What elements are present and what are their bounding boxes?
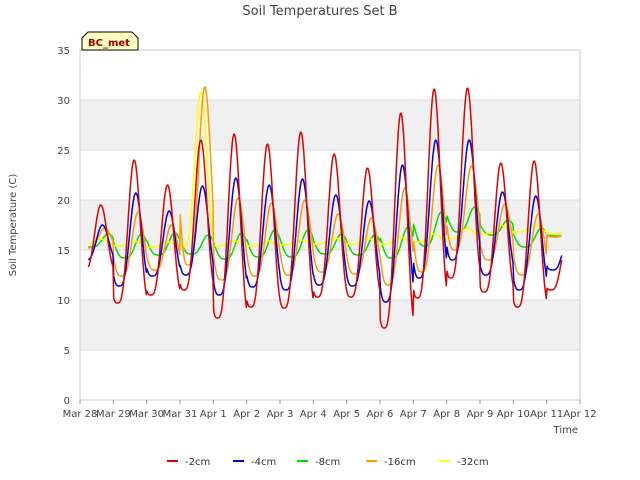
- y-tick-label: 20: [57, 196, 70, 207]
- x-tick-label: Apr 2: [233, 409, 260, 420]
- legend-item: -32cm: [439, 457, 489, 468]
- legend-label: -8cm: [315, 457, 340, 468]
- y-tick-labels: 0 5 10 15 20 25 30 35: [57, 46, 70, 407]
- x-tick-label: Apr 11: [530, 409, 563, 420]
- legend-item: -16cm: [366, 457, 416, 468]
- legend-label: -2cm: [185, 457, 210, 468]
- x-tick-label: Apr 6: [367, 409, 394, 420]
- legend-item: -8cm: [297, 457, 340, 468]
- x-tick-label: Apr 10: [497, 409, 530, 420]
- series-lines: [87, 86, 563, 329]
- x-tick-label: Mar 28: [63, 409, 98, 420]
- legend-label: -32cm: [457, 457, 489, 468]
- y-tick-label: 5: [64, 346, 70, 357]
- y-tick-label: 25: [57, 146, 70, 157]
- station-badge-label: BC_met: [88, 38, 130, 49]
- legend: -2cm -4cm -8cm -16cm -32cm: [167, 457, 489, 468]
- x-tick-label: Apr 12: [563, 409, 596, 420]
- series-line-minus-2cm: [87, 87, 563, 329]
- chart-title: Soil Temperatures Set B: [242, 4, 397, 19]
- x-tick-label: Mar 29: [96, 409, 131, 420]
- x-tick-label: Apr 3: [267, 409, 294, 420]
- series-line-minus-4cm: [87, 139, 563, 303]
- legend-item: -4cm: [233, 457, 276, 468]
- x-tick-label: Apr 9: [467, 409, 494, 420]
- y-tick-label: 0: [64, 396, 70, 407]
- y-tick-label: 15: [57, 246, 70, 257]
- x-tick-label: Apr 1: [200, 409, 227, 420]
- y-axis-title: Soil Temperature (C): [8, 174, 19, 277]
- legend-label: -16cm: [384, 457, 416, 468]
- axes: [79, 49, 581, 404]
- station-badge: BC_met: [81, 31, 139, 51]
- x-tick-label: Mar 30: [129, 409, 164, 420]
- x-tick-label: Apr 7: [400, 409, 427, 420]
- legend-label: -4cm: [251, 457, 276, 468]
- y-tick-label: 35: [57, 46, 70, 57]
- station-badge-shape: [81, 31, 139, 51]
- x-tick-label: Apr 8: [433, 409, 460, 420]
- x-tick-label: Apr 5: [333, 409, 360, 420]
- plot-band: [80, 300, 580, 350]
- series-line-minus-32cm: [88, 91, 562, 248]
- x-tick-label: Apr 4: [300, 409, 327, 420]
- legend-item: -2cm: [167, 457, 210, 468]
- plot-band: [80, 100, 580, 150]
- y-tick-label: 10: [57, 296, 70, 307]
- x-axis-title: Time: [553, 425, 578, 436]
- y-tick-label: 30: [57, 96, 70, 107]
- x-tick-label: Mar 31: [163, 409, 198, 420]
- plot-frame: [79, 49, 581, 401]
